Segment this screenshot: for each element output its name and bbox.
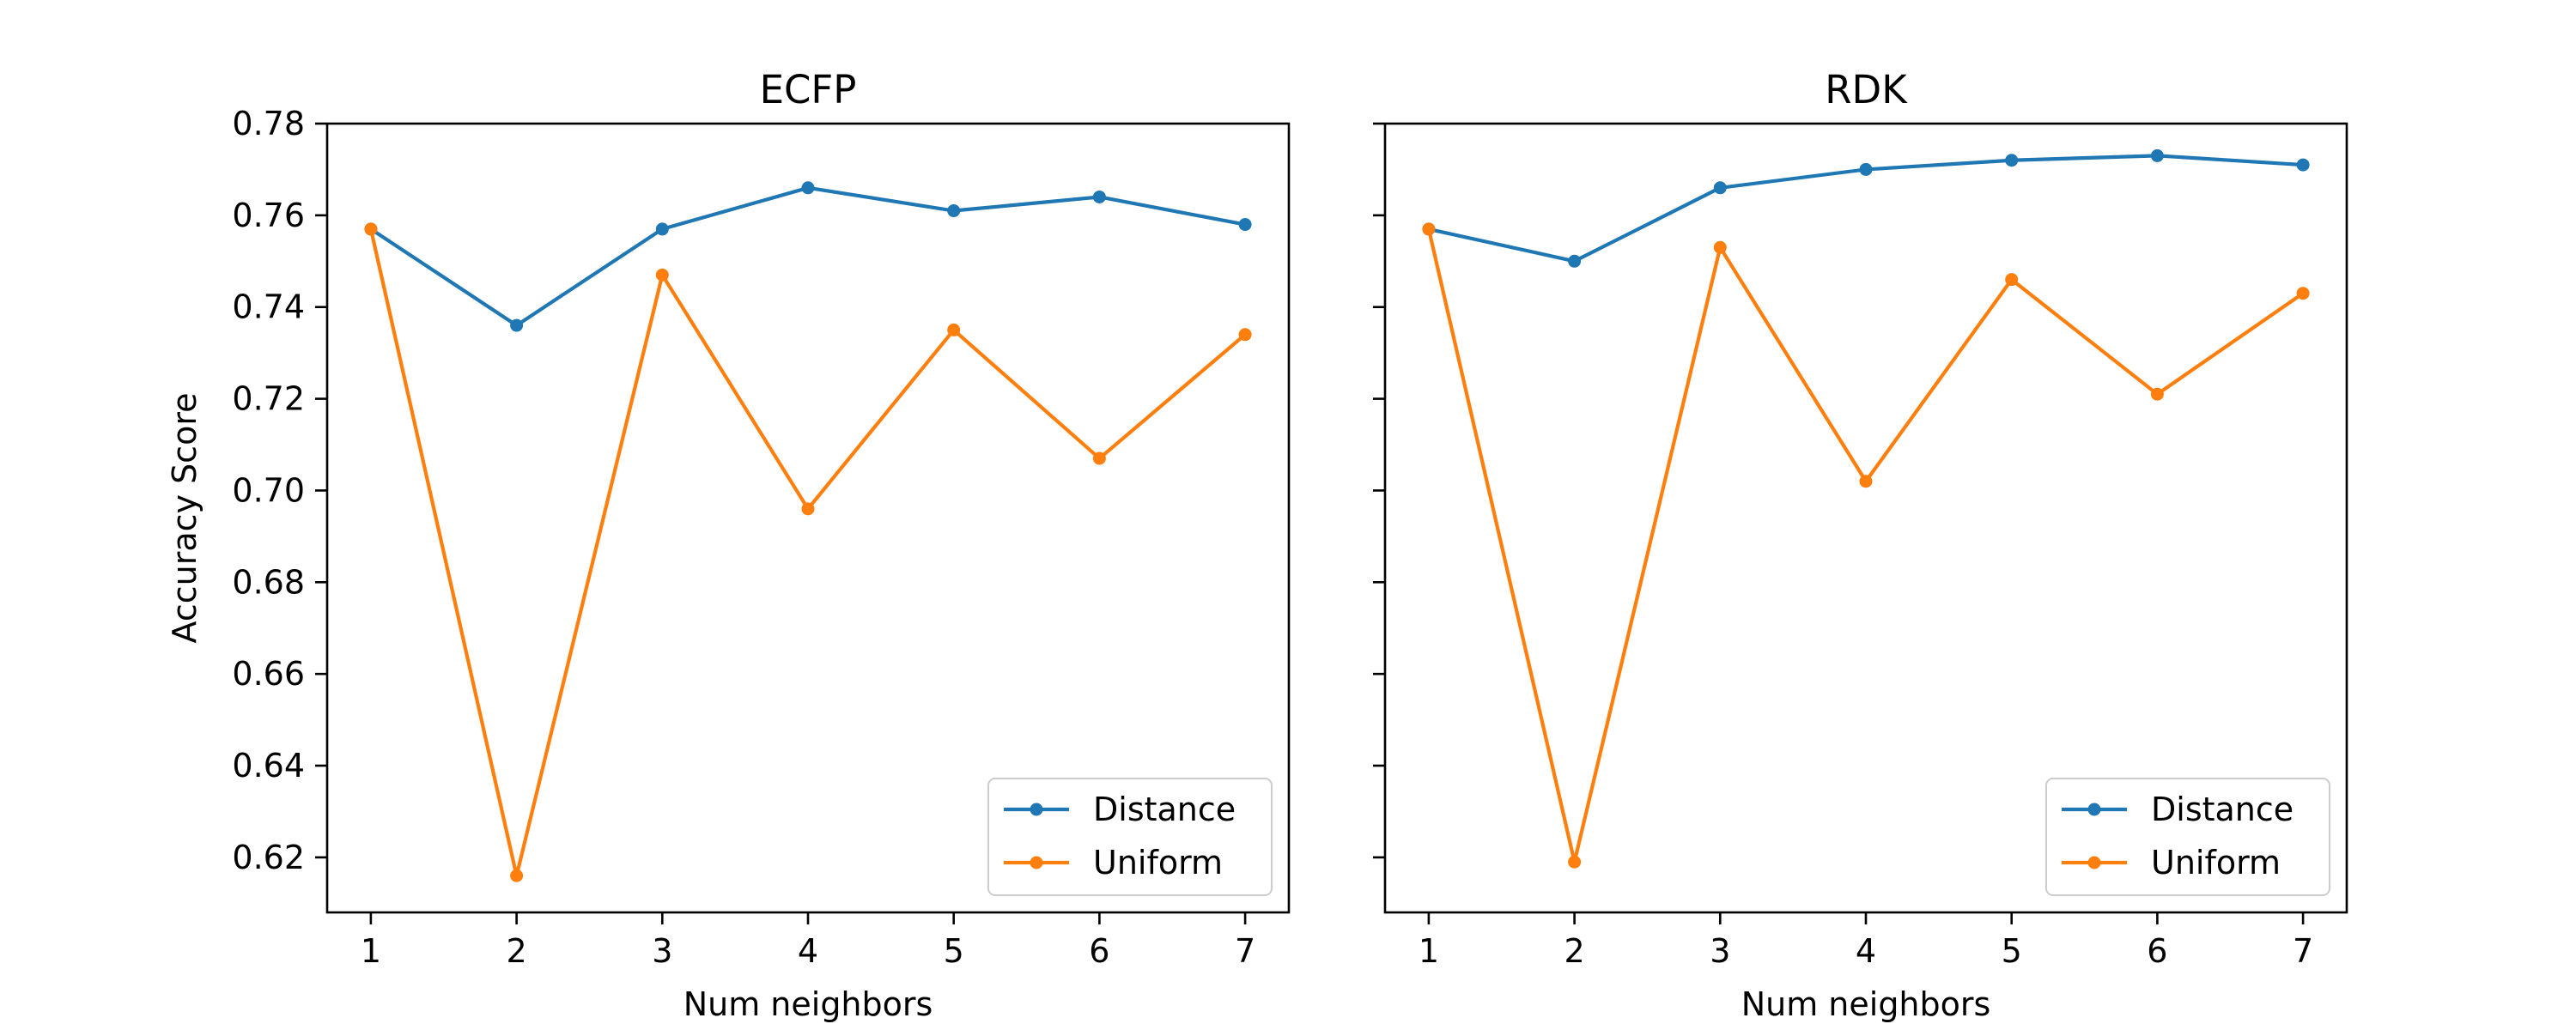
data-point	[1713, 181, 1727, 195]
x-tick-label: 4	[1856, 932, 1876, 970]
y-tick-label: 0.64	[232, 747, 305, 785]
chart-panel-ecfp: 1 2 3 4 5 6 7 0.62 0.64 0.66 0.68 0.70 0.72 0.74 0.76 0…	[166, 67, 1291, 1023]
x-tick-label: 5	[2002, 932, 2022, 970]
legend: Distance Uniform	[987, 778, 1273, 896]
data-point	[655, 222, 669, 236]
y-tick-label: 0.74	[232, 288, 305, 326]
legend-label: Uniform	[1093, 844, 1223, 882]
y-axis-label: Accuracy Score	[166, 393, 204, 644]
chart-title: RDK	[1825, 67, 1908, 112]
x-tick-label: 3	[652, 932, 672, 970]
data-point	[1238, 328, 1252, 342]
data-point	[655, 268, 669, 282]
legend-label: Distance	[1093, 791, 1236, 828]
y-tick-label: 0.78	[232, 105, 305, 142]
x-axis-label: Num neighbors	[1741, 985, 1991, 1023]
series-uniform	[1422, 222, 2310, 869]
x-tick-label: 4	[798, 932, 818, 970]
data-point	[2005, 273, 2019, 287]
x-tick-label: 5	[944, 932, 964, 970]
data-point	[1568, 855, 1582, 869]
chart-panel-rdk: 1 2 3 4 5 6 7 RDK Num neighbors Distance Uniform	[1373, 67, 2348, 1023]
y-tick-label: 0.62	[232, 839, 305, 876]
x-tick-label: 7	[2293, 932, 2313, 970]
y-tick-label: 0.66	[232, 655, 305, 693]
y-tick-label: 0.76	[232, 197, 305, 234]
data-point	[364, 222, 378, 236]
data-point	[1859, 475, 1873, 488]
y-tick-label: 0.70	[232, 471, 305, 509]
x-tick-label: 1	[361, 932, 381, 970]
data-point	[801, 502, 815, 516]
x-tick-label: 6	[1089, 932, 1109, 970]
data-point	[1568, 254, 1582, 268]
y-tick-label: 0.72	[232, 380, 305, 418]
x-tick-label: 7	[1235, 932, 1255, 970]
data-point	[1422, 222, 1436, 236]
data-point	[510, 869, 524, 882]
data-point	[1859, 162, 1873, 176]
data-point	[2296, 287, 2310, 300]
data-point	[2296, 158, 2310, 172]
series-uniform	[364, 222, 1252, 882]
legend-marker-swatch	[2087, 803, 2101, 816]
chart-title: ECFP	[760, 67, 857, 112]
legend-marker-swatch	[1030, 803, 1043, 816]
x-tick-label: 2	[1564, 932, 1585, 970]
legend-label: Uniform	[2151, 844, 2281, 882]
data-point	[801, 181, 815, 195]
data-point	[1092, 190, 1106, 203]
data-point	[2150, 387, 2164, 401]
data-point	[1092, 451, 1106, 465]
x-tick-label: 6	[2147, 932, 2167, 970]
data-point	[2005, 154, 2019, 167]
data-point	[1713, 240, 1727, 254]
x-tick-label: 3	[1710, 932, 1730, 970]
legend-label: Distance	[2151, 791, 2293, 828]
x-axis-label: Num neighbors	[683, 985, 933, 1023]
data-point	[510, 318, 524, 332]
y-tick-label: 0.68	[232, 563, 305, 601]
x-tick-label: 1	[1419, 932, 1439, 970]
data-point	[947, 204, 961, 218]
legend-marker-swatch	[2087, 856, 2101, 869]
series-distance	[364, 181, 1252, 332]
legend-marker-swatch	[1030, 856, 1043, 869]
data-point	[1238, 218, 1252, 232]
data-point	[2150, 148, 2164, 162]
data-point	[947, 323, 961, 336]
legend: Distance Uniform	[2045, 778, 2330, 896]
x-tick-label: 2	[507, 932, 527, 970]
